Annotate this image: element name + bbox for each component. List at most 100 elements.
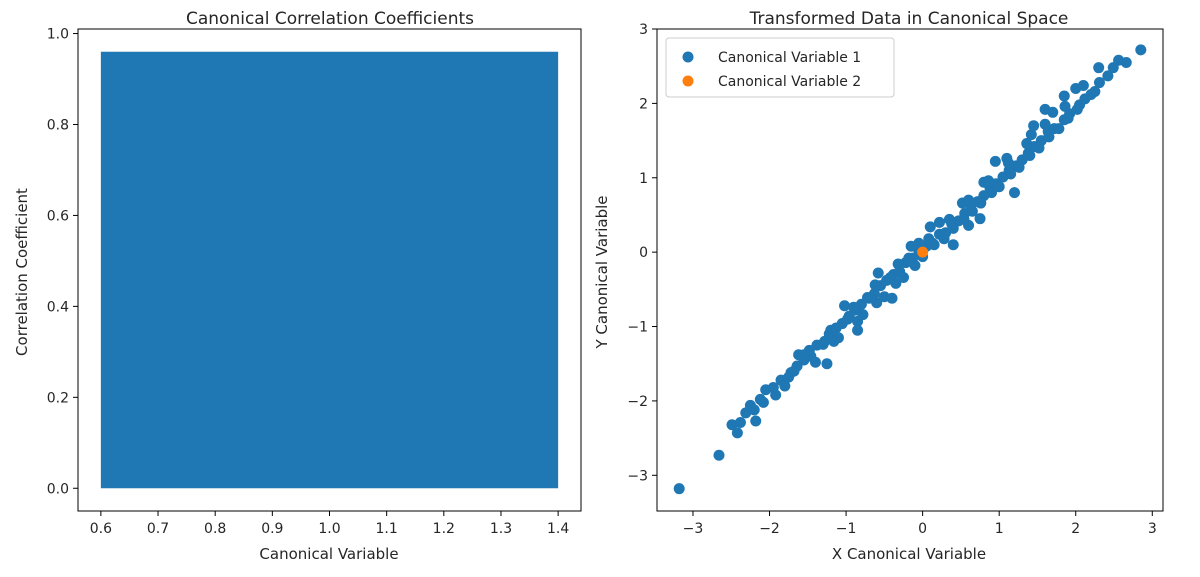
scatter-point-series-1 [897,271,909,283]
y-tick-label: 1.0 [47,27,69,43]
scatter-point-series-1 [947,239,959,251]
scatter-point-series-1 [872,267,884,279]
y-tick-label: 0.4 [47,299,69,315]
scatter-point-series-1 [924,221,936,233]
x-tick-label: 1 [995,521,1004,537]
scatter-point-series-1 [1028,120,1040,132]
scatter-chart-title: Transformed Data in Canonical Space [749,9,1069,29]
scatter-point-series-1 [886,292,898,304]
scatter-point-series-1 [779,380,791,392]
x-tick-label: 0.7 [147,521,169,537]
bar-y-ticks: 0.0 0.2 0.4 0.6 0.8 1.0 [47,27,78,497]
x-tick-label: 1.3 [490,521,512,537]
scatter-point-series-1 [1085,88,1097,100]
scatter-point-series-1 [938,233,950,245]
scatter-point-series-1 [1062,112,1074,124]
scatter-point-series-1 [1135,44,1147,56]
scatter-point-series-1 [1058,90,1070,102]
x-tick-label: 1.0 [318,521,340,537]
scatter-point-series-1 [1005,168,1017,180]
bar-chart-title: Canonical Correlation Coefficients [186,9,474,29]
scatter-point-series-1 [1043,131,1055,143]
scatter-point-series-1 [1008,187,1020,199]
scatter-point-series-1 [975,197,987,209]
scatter-point-series-1 [783,371,795,383]
scatter-points [673,44,1147,495]
scatter-point-series-1 [863,292,875,304]
scatter-point-series-1 [1059,100,1071,112]
scatter-point-series-1 [923,233,935,245]
scatter-point-series-1 [989,155,1001,167]
scatter-point-series-1 [903,252,915,264]
x-tick-label: 0.6 [90,521,112,537]
legend-marker-canonical-variable-1 [682,51,694,63]
scatter-point-series-1 [713,449,725,461]
scatter-point-series-1 [1077,80,1089,92]
scatter-point-series-1 [966,205,978,217]
scatter-point-series-1 [933,216,945,228]
scatter-point-series-1 [767,382,779,394]
y-tick-label: 0.2 [47,390,69,406]
scatter-point-series-1 [974,213,986,225]
scatter-y-axis-label: Y Canonical Variable [593,195,611,349]
y-tick-label: 0.0 [47,481,69,497]
scatter-point-series-1 [1039,118,1051,130]
scatter-point-series-1 [1002,157,1014,169]
scatter-point-series-1 [809,356,821,368]
scatter-point-series-2 [917,246,929,258]
scatter-point-series-1 [963,194,975,206]
scatter-point-series-1 [947,222,959,234]
scatter-point-series-1 [993,181,1005,193]
legend-marker-canonical-variable-2 [682,75,694,87]
bar-series [100,51,559,489]
scatter-point-series-1 [839,300,851,312]
y-tick-label: 0 [639,245,648,261]
x-tick-label: 0 [918,521,927,537]
scatter-point-series-1 [1102,70,1114,82]
scatter-point-series-1 [1013,161,1025,173]
bar-x-axis-label: Canonical Variable [259,545,398,563]
x-tick-label: −3 [683,521,704,537]
y-tick-label: 2 [639,96,648,112]
y-tick-label: 1 [639,171,648,187]
scatter-point-series-1 [726,419,738,431]
x-tick-label: 0.8 [204,521,226,537]
scatter-point-series-1 [1071,103,1083,115]
scatter-point-series-1 [869,279,881,291]
scatter-point-series-1 [1021,138,1033,150]
scatter-point-series-1 [884,271,896,283]
scatter-point-series-1 [803,344,815,356]
scatter-point-series-1 [750,415,762,427]
x-tick-label: 3 [1148,521,1157,537]
legend-label-canonical-variable-1: Canonical Variable 1 [718,50,861,66]
scatter-plot-frame [656,28,1164,512]
y-tick-label: 0.8 [47,117,69,133]
x-tick-label: 1.2 [433,521,455,537]
scatter-point-series-1 [963,219,975,231]
scatter-point-series-1 [1093,77,1105,89]
scatter-point-series-1 [1039,103,1051,115]
scatter-point-series-1 [905,240,917,252]
scatter-point-series-1 [986,187,998,199]
bar-x-ticks: 0.6 0.7 0.8 0.9 1.0 1.1 1.2 1.3 1.4 [90,511,569,537]
scatter-point-series-1 [842,313,854,325]
bar-chart-panel: Canonical Correlation Coefficients 0.6 0.… [13,9,582,563]
scatter-point-series-1 [673,483,685,495]
y-tick-label: −1 [627,320,648,336]
scatter-x-axis-label: X Canonical Variable [832,545,986,563]
scatter-point-series-1 [852,324,864,336]
scatter-y-ticks: −3 −2 −1 0 1 2 3 [627,22,657,484]
scatter-point-series-1 [848,301,860,313]
scatter-point-series-1 [1025,129,1037,141]
y-tick-label: 0.6 [47,208,69,224]
scatter-point-series-1 [857,309,869,321]
legend-label-canonical-variable-2: Canonical Variable 2 [718,74,861,90]
scatter-point-series-1 [892,258,904,270]
scatter-point-series-1 [734,416,746,428]
legend-box [665,37,895,98]
bar-y-axis-label: Correlation Coefficient [13,188,31,356]
scatter-point-series-1 [1120,56,1132,68]
scatter-point-series-1 [828,335,840,347]
y-tick-label: −2 [627,394,648,410]
